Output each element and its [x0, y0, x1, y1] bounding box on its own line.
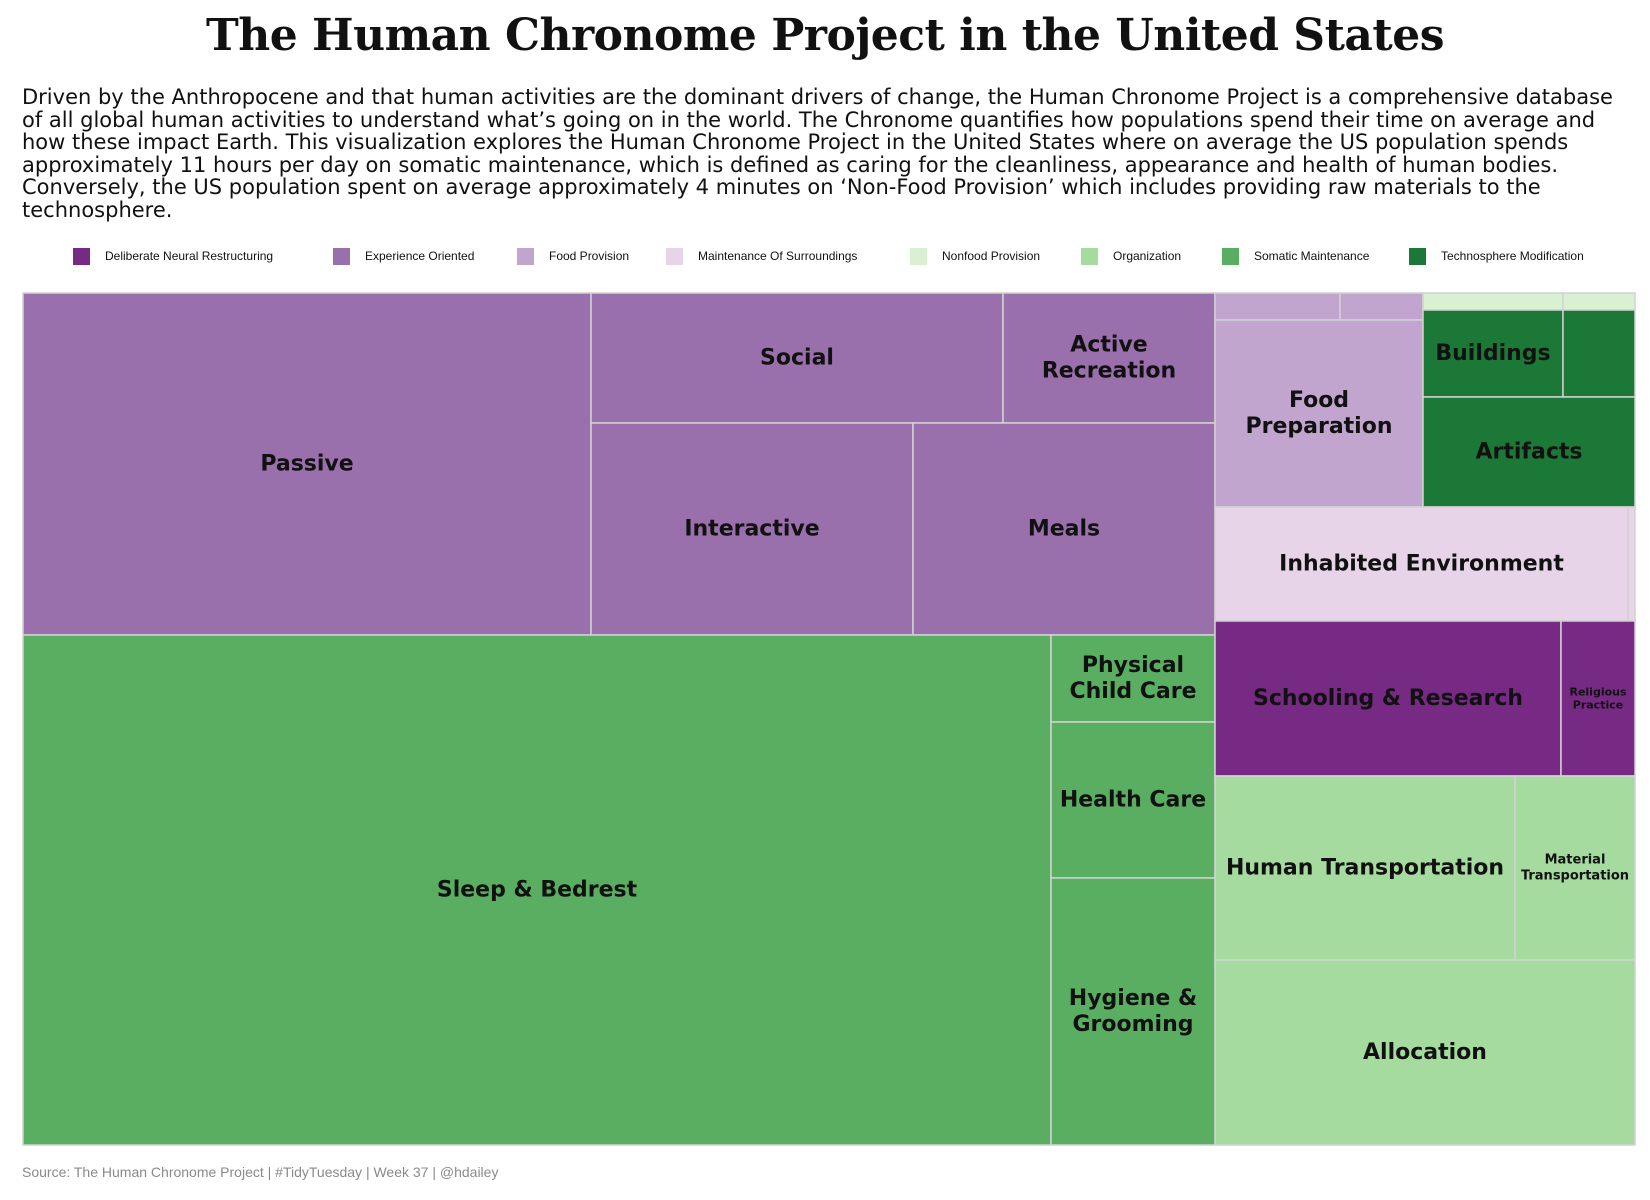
legend-label: Nonfood Provision — [942, 249, 1041, 263]
treemap-cell-active-recreation — [1002, 292, 1216, 424]
treemap-label-religious-practice: Religious — [1569, 685, 1627, 698]
treemap-label-passive: Passive — [260, 452, 353, 477]
treemap-cell-human-transportation — [1214, 775, 1516, 961]
treemap-label-hygiene-and-grooming: Hygiene & — [1069, 986, 1197, 1011]
treemap-label-material-transportation: Material — [1545, 853, 1606, 868]
treemap-cell-unlabeled-9 — [1214, 292, 1341, 321]
legend-swatch — [910, 247, 927, 265]
legend: Deliberate Neural Restructuring Experienc… — [0, 246, 1650, 266]
legend-swatch — [666, 247, 683, 265]
legend-item: Organization — [1081, 246, 1181, 266]
treemap-label-physical-child-care: Physical — [1082, 653, 1184, 678]
treemap-label-material-transportation: Transportation — [1521, 868, 1629, 883]
treemap-cell-meals — [912, 422, 1216, 636]
source-caption: Source: The Human Chronome Project | #Ti… — [22, 1164, 499, 1180]
treemap-label-schooling-and-research: Schooling & Research — [1253, 686, 1523, 711]
legend-item: Food Provision — [517, 246, 629, 266]
treemap-cell-interactive — [590, 422, 914, 636]
legend-label: Somatic Maintenance — [1254, 249, 1370, 263]
treemap-label-religious-practice: Practice — [1573, 699, 1623, 712]
treemap-cell-social — [590, 292, 1004, 424]
treemap-label-human-transportation: Human Transportation — [1226, 856, 1504, 881]
treemap-cell-artifacts — [1422, 396, 1636, 508]
treemap-label-buildings: Buildings — [1435, 341, 1550, 366]
legend-swatch — [1081, 247, 1098, 265]
treemap-label-hygiene-and-grooming: Grooming — [1072, 1012, 1193, 1037]
treemap-cell-passive — [22, 292, 592, 636]
legend-item: Technosphere Modification — [1409, 246, 1584, 266]
treemap-label-inhabited-environment: Inhabited Environment — [1279, 552, 1564, 577]
legend-label: Maintenance Of Surroundings — [698, 249, 858, 263]
legend-item: Somatic Maintenance — [1222, 246, 1369, 266]
legend-swatch — [333, 247, 350, 265]
treemap-cell-sleep-and-bedrest — [22, 634, 1052, 1146]
legend-swatch — [1409, 247, 1426, 265]
treemap-label-sleep-and-bedrest: Sleep & Bedrest — [437, 878, 638, 903]
legend-label: Technosphere Modification — [1441, 249, 1584, 263]
treemap-label-food-preparation: Preparation — [1245, 414, 1392, 439]
treemap-label-food-preparation: Food — [1289, 388, 1349, 413]
legend-swatch — [73, 247, 90, 265]
treemap-cell-inhabited-environment — [1214, 506, 1629, 622]
treemap-cell-hygiene-and-grooming — [1050, 877, 1216, 1146]
treemap-label-allocation: Allocation — [1363, 1040, 1487, 1065]
treemap-label-physical-child-care: Child Care — [1069, 679, 1196, 704]
treemap-cell-schooling-and-research — [1214, 620, 1562, 777]
treemap-cell-unlabeled-15 — [1562, 309, 1636, 398]
treemap-label-artifacts: Artifacts — [1475, 440, 1582, 465]
treemap-cell-unlabeled-18 — [1627, 506, 1636, 622]
treemap-cell-allocation — [1214, 959, 1636, 1146]
legend-item: Deliberate Neural Restructuring — [73, 246, 273, 266]
chart-subtitle: Driven by the Anthropocene and that huma… — [22, 85, 1613, 222]
treemap-label-interactive: Interactive — [684, 517, 819, 542]
treemap-cell-unlabeled-13 — [1562, 292, 1636, 311]
legend-label: Experience Oriented — [365, 249, 475, 263]
treemap-cell-unlabeled-10 — [1339, 292, 1424, 321]
legend-item: Experience Oriented — [333, 246, 474, 266]
treemap-cell-physical-child-care — [1050, 634, 1216, 723]
treemap-cell-health-care — [1050, 721, 1216, 879]
legend-swatch — [1222, 247, 1239, 265]
treemap-label-active-recreation: Active — [1070, 332, 1147, 357]
legend-label: Deliberate Neural Restructuring — [105, 249, 274, 263]
treemap-label-meals: Meals — [1028, 517, 1100, 542]
legend-swatch — [517, 247, 534, 265]
legend-item: Maintenance Of Surroundings — [666, 246, 857, 266]
chart-title: The Human Chronome Project in the United… — [205, 10, 1445, 61]
legend-item: Nonfood Provision — [910, 246, 1040, 266]
treemap-cell-food-preparation — [1214, 319, 1424, 508]
treemap-cell-unlabeled-12 — [1422, 292, 1564, 311]
treemap-label-health-care: Health Care — [1060, 788, 1206, 813]
legend-label: Food Provision — [549, 249, 630, 263]
legend-label: Organization — [1113, 249, 1182, 263]
treemap-label-social: Social — [760, 346, 834, 371]
treemap-cell-material-transportation — [1514, 775, 1636, 961]
treemap-label-active-recreation: Recreation — [1042, 359, 1176, 384]
treemap-cell-buildings — [1422, 309, 1564, 398]
